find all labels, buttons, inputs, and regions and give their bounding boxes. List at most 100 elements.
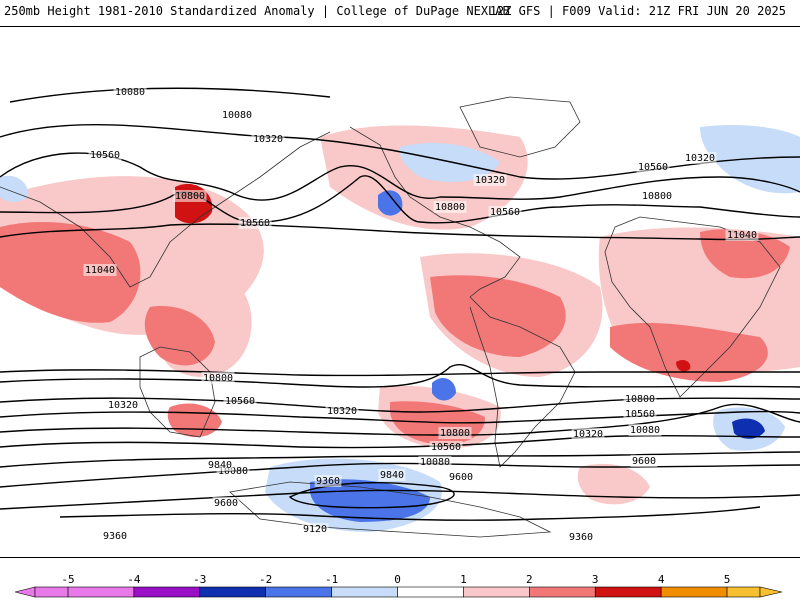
anomaly-region [167, 403, 222, 438]
anomaly-shading [0, 125, 800, 532]
contour-label: 10560 [625, 409, 655, 420]
contour-label: 9600 [632, 456, 656, 467]
contour-label: 9840 [380, 470, 404, 481]
colorbar-tick-label: 3 [592, 573, 599, 586]
contour-label: 9840 [208, 460, 232, 471]
contour-line [0, 489, 800, 510]
contour-label: 10560 [225, 396, 255, 407]
anomaly-region [430, 275, 566, 357]
anomaly-region [432, 378, 456, 401]
anomaly-region [676, 359, 691, 372]
contour-label: 11040 [85, 265, 115, 276]
north-america-coast [349, 126, 521, 298]
contour-label: 9600 [449, 472, 473, 483]
contour-label: 10080 [115, 87, 145, 98]
contour-label: 9360 [569, 532, 593, 543]
colorbar-segment [463, 586, 530, 598]
colorbar-max-arrow [759, 586, 783, 598]
contour-line [0, 403, 800, 436]
contour-label: 10560 [490, 207, 520, 218]
colorbar-tick-label: -3 [193, 573, 206, 586]
contour-line [0, 410, 800, 424]
colorbar-tick-label: -4 [127, 573, 141, 586]
contour-label: 10320 [573, 429, 603, 440]
contour-label: 10800 [175, 191, 205, 202]
contour-label: 10560 [638, 162, 668, 173]
anomaly-region [0, 222, 141, 323]
map-panel: 10080 10080 10320 10560 10800 11040 10560 10320… [0, 26, 800, 558]
colorbar-segment [397, 586, 464, 598]
contour-label: 10800 [440, 428, 470, 439]
contour-label: 10320 [108, 400, 138, 411]
africa-coast [604, 216, 781, 398]
contour-label: 10080 [420, 457, 450, 468]
colorbar-segment [67, 586, 135, 598]
contour-label: 9120 [303, 524, 327, 535]
contour-line [59, 506, 761, 521]
anomaly-region [610, 322, 768, 382]
coastlines [0, 96, 781, 538]
contour-label: 10320 [475, 175, 505, 186]
colorbar-tick-label: -1 [325, 573, 338, 586]
colorbar-tick-label: 5 [724, 573, 731, 586]
contour-line [0, 397, 800, 413]
colorbar-segment [529, 586, 596, 598]
contour-label: 10320 [253, 134, 283, 145]
colorbar-tick-label: 0 [394, 573, 401, 586]
colorbar-svg: -5 -4 -3 -2 -1 0 1 2 3 4 5 [14, 573, 783, 598]
contour-label: 10560 [90, 150, 120, 161]
anomaly-region [577, 463, 650, 505]
model-run-info: 12Z GFS | F009 Valid: 21Z FRI JUN 20 202… [489, 4, 786, 18]
contour-label: 10080 [218, 466, 248, 477]
asia-coast [0, 131, 331, 288]
colorbar-segment [199, 586, 266, 598]
map-title: 250mb Height 1981-2010 Standardized Anom… [4, 4, 510, 18]
anomaly-region [700, 229, 790, 279]
contour-label: 10800 [625, 394, 655, 405]
contour-labels: 10080 10080 10320 10560 10800 11040 10560 10320… [83, 86, 759, 543]
colorbar-segment [133, 586, 201, 598]
contour-line [0, 369, 800, 377]
colorbar-segment [594, 586, 662, 598]
colorbar-legend: -5 -4 -3 -2 -1 0 1 2 3 4 5 [0, 570, 800, 600]
contour-label: 10320 [685, 153, 715, 164]
contour-line [288, 482, 455, 509]
contour-line [0, 451, 800, 468]
contour-label: 11040 [727, 230, 757, 241]
anomaly-region [732, 418, 765, 439]
contour-label: 10080 [630, 425, 660, 436]
australia-coast [139, 346, 216, 438]
contour-line [0, 434, 800, 449]
colorbar-segment [660, 586, 728, 598]
contour-label: 9600 [214, 498, 238, 509]
contour-label: 10560 [431, 442, 461, 453]
colorbar-tick-label: -5 [61, 573, 74, 586]
contour-label: 10800 [435, 202, 465, 213]
contour-label: 10320 [327, 406, 357, 417]
colorbar-segment [265, 586, 332, 598]
colorbar-segment [331, 586, 398, 598]
contour-label: 9360 [103, 531, 127, 542]
contour-label: 10080 [222, 110, 252, 121]
colorbar-tick-label: -2 [259, 573, 272, 586]
contour-label: 10560 [240, 218, 270, 229]
anomaly-region [378, 190, 403, 216]
contour-line [0, 223, 800, 241]
contour-label: 9360 [316, 476, 340, 487]
contour-line [0, 175, 800, 224]
contour-label: 10800 [642, 191, 672, 202]
colorbar-tick-label: 2 [526, 573, 533, 586]
anomaly-region [144, 306, 215, 366]
colorbar-tick-label: 4 [658, 573, 665, 586]
contour-line [9, 87, 331, 103]
colorbar-min-arrow [14, 586, 36, 598]
colorbar-segment [34, 586, 69, 598]
contour-line [0, 364, 800, 388]
colorbar-segment [726, 586, 761, 598]
anomaly-region [0, 175, 29, 202]
contour-label: 10800 [203, 373, 233, 384]
greenland-coast [459, 96, 581, 158]
contour-line [0, 152, 800, 201]
colorbar-tick-label: 1 [460, 573, 467, 586]
anomaly-map: 10080 10080 10320 10560 10800 11040 10560 10320… [0, 86, 800, 543]
